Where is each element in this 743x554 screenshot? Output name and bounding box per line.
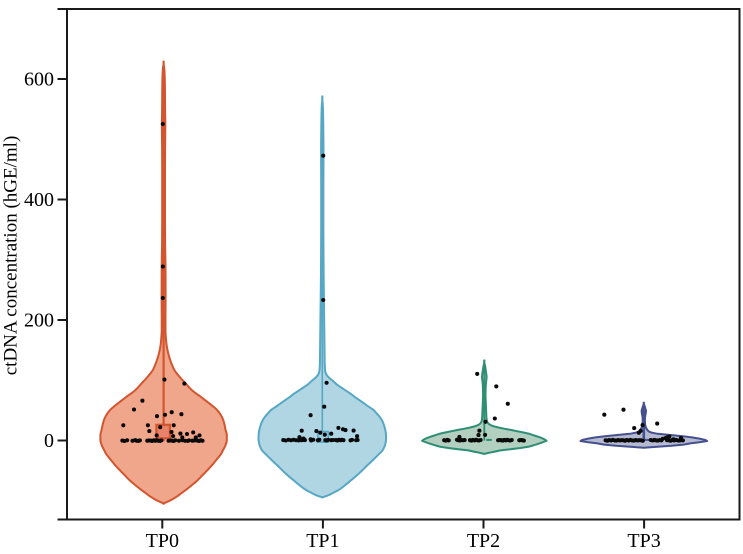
svg-text:0: 0 bbox=[44, 430, 54, 452]
svg-text:ctDNA concentration (hGE/ml): ctDNA concentration (hGE/ml) bbox=[1, 136, 22, 376]
svg-text:400: 400 bbox=[24, 189, 54, 211]
svg-text:TP2: TP2 bbox=[467, 530, 500, 552]
svg-text:TP3: TP3 bbox=[627, 530, 660, 552]
svg-text:TP0: TP0 bbox=[146, 530, 179, 552]
svg-text:TP1: TP1 bbox=[306, 530, 339, 552]
svg-text:200: 200 bbox=[24, 310, 54, 332]
svg-text:600: 600 bbox=[24, 69, 54, 91]
